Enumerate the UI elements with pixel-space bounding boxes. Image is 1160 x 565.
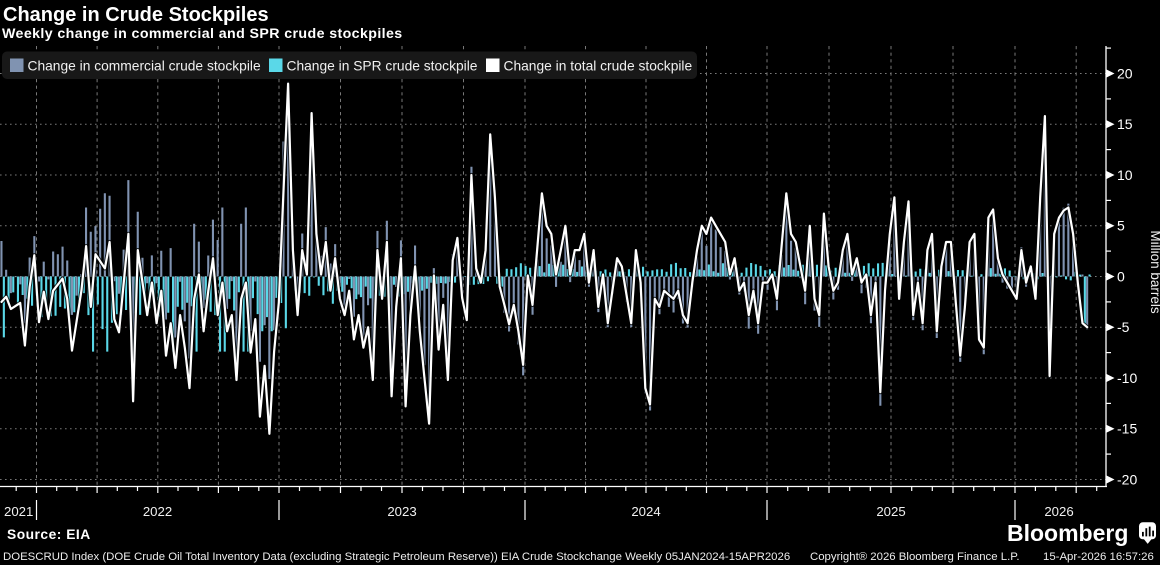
svg-text:-15: -15 bbox=[1117, 421, 1137, 437]
svg-text:-20: -20 bbox=[1117, 471, 1137, 487]
svg-text:15-Apr-2026 16:57:26: 15-Apr-2026 16:57:26 bbox=[1043, 551, 1154, 563]
svg-text:2024: 2024 bbox=[631, 504, 660, 519]
svg-text:0: 0 bbox=[1117, 268, 1125, 284]
svg-text:2021: 2021 bbox=[4, 504, 33, 519]
svg-text:2023: 2023 bbox=[387, 504, 416, 519]
svg-text:5: 5 bbox=[1117, 218, 1125, 234]
svg-text:Change in SPR crude stockpile: Change in SPR crude stockpile bbox=[287, 59, 478, 74]
svg-text:DOESCRUD Index (DOE Crude Oil: DOESCRUD Index (DOE Crude Oil Total Inve… bbox=[3, 551, 790, 563]
svg-text:Million barrels: Million barrels bbox=[1148, 230, 1160, 314]
svg-text:-10: -10 bbox=[1117, 370, 1137, 386]
svg-text:Weekly change in commercial an: Weekly change in commercial and SPR crud… bbox=[2, 26, 403, 42]
svg-text:20: 20 bbox=[1117, 65, 1133, 81]
svg-text:2026: 2026 bbox=[1044, 504, 1073, 519]
svg-text:-5: -5 bbox=[1117, 319, 1130, 335]
svg-text:Bloomberg: Bloomberg bbox=[1007, 520, 1128, 546]
svg-text:Change in commercial crude sto: Change in commercial crude stockpile bbox=[28, 59, 261, 74]
svg-text:2025: 2025 bbox=[876, 504, 905, 519]
svg-text:Change in total crude stockpil: Change in total crude stockpile bbox=[504, 59, 693, 74]
svg-text:15: 15 bbox=[1117, 116, 1133, 132]
svg-text:10: 10 bbox=[1117, 167, 1133, 183]
svg-text:Source: EIA: Source: EIA bbox=[7, 527, 91, 542]
svg-text:2022: 2022 bbox=[143, 504, 172, 519]
svg-text:Copyright® 2026 Bloomberg Fina: Copyright® 2026 Bloomberg Finance L.P. bbox=[810, 551, 1020, 563]
svg-text:Change in Crude Stockpiles: Change in Crude Stockpiles bbox=[3, 4, 269, 26]
